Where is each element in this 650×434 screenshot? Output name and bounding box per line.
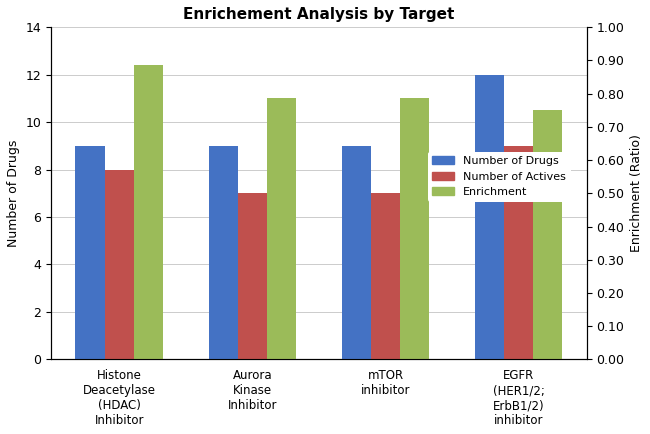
Bar <box>504 146 533 359</box>
Y-axis label: Number of Drugs: Number of Drugs <box>7 140 20 247</box>
Bar <box>105 170 134 359</box>
Bar <box>267 99 296 359</box>
Bar <box>400 99 430 359</box>
Bar <box>533 110 562 359</box>
Y-axis label: Enrichment (Ratio): Enrichment (Ratio) <box>630 135 643 252</box>
Bar <box>209 146 238 359</box>
Bar <box>75 146 105 359</box>
Bar <box>371 193 400 359</box>
Bar <box>238 193 267 359</box>
Bar <box>134 65 163 359</box>
Bar <box>474 75 504 359</box>
Title: Enrichement Analysis by Target: Enrichement Analysis by Target <box>183 7 454 22</box>
Legend: Number of Drugs, Number of Actives, Enrichment: Number of Drugs, Number of Actives, Enri… <box>428 152 571 202</box>
Bar <box>341 146 371 359</box>
